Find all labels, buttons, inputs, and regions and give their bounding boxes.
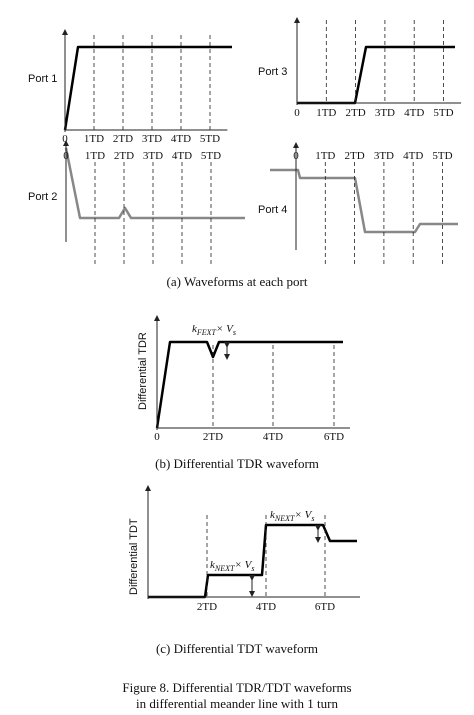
waveform: [297, 45, 455, 105]
tick-label: 2TD: [203, 431, 223, 443]
waveform: [148, 523, 357, 599]
annotation: kNEXT× Vs: [210, 559, 254, 573]
tick-label: 6TD: [324, 431, 344, 443]
tick-label: 1TD: [85, 150, 105, 162]
tick-label: 4TD: [404, 107, 424, 119]
tick-label: 5TD: [433, 107, 453, 119]
tick-label: 0: [154, 431, 160, 443]
tick-label: 5TD: [432, 150, 452, 162]
waveform: [270, 168, 458, 234]
tick-label: 0: [294, 107, 300, 119]
tick-label: 3TD: [375, 107, 395, 119]
tick-label: 0: [293, 150, 299, 162]
caption: (a) Waveforms at each port: [167, 274, 308, 289]
annotation-part: NEXT: [274, 514, 295, 523]
tick-label: 1TD: [316, 107, 336, 119]
tick-label: 0: [62, 133, 68, 145]
tick-label: 4TD: [256, 601, 276, 613]
port-label: Port 2: [28, 191, 57, 203]
annotation: kNEXT× Vs: [270, 509, 314, 523]
annotation-part: k: [270, 509, 276, 521]
tick-label: 3TD: [142, 133, 162, 145]
waveform: [64, 147, 245, 220]
tick-label: 2TD: [345, 150, 365, 162]
tick-label: 3TD: [374, 150, 394, 162]
tick-label: 3TD: [143, 150, 163, 162]
annotation: kFEXT× Vs: [192, 323, 236, 337]
tick-label: 2TD: [113, 133, 133, 145]
tick-label: 2TD: [346, 107, 366, 119]
tick-label: 4TD: [263, 431, 283, 443]
port-label: Port 1: [28, 73, 57, 85]
annotation-part: s: [233, 328, 236, 337]
waveform: [155, 340, 343, 429]
tick-label: 6TD: [315, 601, 335, 613]
y-axis-label: Differential TDT: [128, 518, 140, 595]
figure-caption: in differential meander line with 1 turn: [136, 696, 338, 711]
tick-label: 4TD: [171, 133, 191, 145]
waveform: [63, 45, 232, 131]
tick-label: 1TD: [315, 150, 335, 162]
annotation-part: k: [192, 323, 198, 335]
tick-label: 0: [63, 150, 69, 162]
port-label: Port 4: [258, 204, 287, 216]
annotation-part: × V: [294, 509, 312, 521]
annotation-part: s: [251, 564, 254, 573]
caption: (c) Differential TDT waveform: [156, 641, 318, 656]
tick-label: 1TD: [84, 133, 104, 145]
annotation-part: × V: [216, 323, 234, 335]
y-axis-label: Differential TDR: [137, 332, 149, 410]
caption: (b) Differential TDR waveform: [155, 456, 319, 471]
annotation-part: s: [311, 514, 314, 523]
tick-label: 5TD: [201, 150, 221, 162]
figure-caption: Figure 8. Differential TDR/TDT waveforms: [122, 680, 351, 695]
annotation-part: FEXT: [196, 328, 217, 337]
tick-label: 5TD: [200, 133, 220, 145]
annotation-part: NEXT: [214, 564, 235, 573]
tick-label: 4TD: [403, 150, 423, 162]
annotation-part: k: [210, 559, 216, 571]
tick-label: 4TD: [172, 150, 192, 162]
annotation-part: × V: [234, 559, 252, 571]
tick-label: 2TD: [114, 150, 134, 162]
port-label: Port 3: [258, 66, 287, 78]
tick-label: 2TD: [197, 601, 217, 613]
